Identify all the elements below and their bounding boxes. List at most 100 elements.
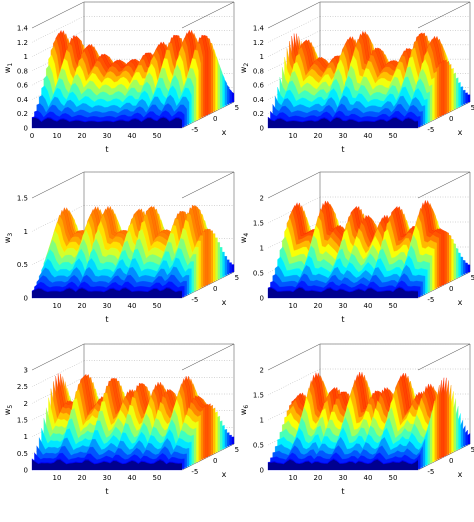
x-axis-label: x (222, 298, 227, 307)
surface-front-wall (268, 117, 418, 128)
grid-line (31, 44, 85, 72)
z-tick-label: 1.2 (17, 39, 28, 47)
surface-panel-4: 0 0.5 1 1.5 2 10 20 30 40 50 -5 0 5 t x w4 (239, 171, 474, 324)
x-tick-label: 5 (471, 274, 474, 282)
x-axis-label: x (458, 298, 463, 307)
grid-line (31, 16, 85, 43)
t-tick-label: 10 (53, 474, 62, 482)
z-axis-label: w1 (3, 63, 14, 74)
axis-box-edge (31, 1, 85, 29)
t-tick-label: 30 (339, 474, 348, 482)
x-tick-label: -5 (427, 296, 434, 304)
z-axis-label: w2 (239, 63, 250, 74)
surface-front-wall (32, 117, 182, 128)
grid-line (267, 196, 321, 224)
z-tick-label: 2 (24, 400, 28, 408)
grid-line (267, 221, 321, 249)
grid-line (267, 30, 321, 57)
z-tick-label: 0.8 (17, 67, 28, 75)
z-tick-label: 1 (260, 245, 264, 253)
z-tick-label: 1.4 (253, 25, 265, 33)
t-axis-label: t (105, 145, 108, 154)
t-tick-label: 40 (364, 302, 373, 310)
z-tick-label: 0.8 (253, 67, 264, 75)
surface-front-wall (32, 288, 182, 298)
x-tick-label: 0 (213, 457, 217, 465)
grid-line (267, 1, 321, 29)
x-tick-label: 5 (235, 446, 239, 454)
surface-front-wall (268, 287, 418, 298)
x-tick-label: -5 (191, 126, 198, 134)
surface-panel-5: 0 0.5 1 1.5 2 2.5 3 10 20 30 40 50 -5 0 5 t x w5 (3, 343, 239, 496)
t-axis-label: t (341, 145, 344, 154)
z-tick-label: 1.2 (253, 39, 264, 47)
z-tick-label: 0.5 (17, 450, 28, 458)
t-tick-label: 50 (153, 474, 162, 482)
t-tick-label: 20 (78, 474, 87, 482)
grid-line (31, 343, 85, 371)
z-tick-label: 0.4 (17, 96, 29, 104)
z-tick-label: 1 (24, 433, 28, 441)
z-axis-label-subscript: 2 (243, 63, 250, 67)
grid-line (267, 16, 321, 43)
t-tick-label: 10 (289, 474, 298, 482)
axis-box-edge (181, 343, 235, 371)
t-axis-label: t (341, 315, 344, 324)
z-tick-label: 1 (260, 417, 264, 425)
t-tick-label: 20 (78, 302, 87, 310)
surface-front-wall (32, 459, 182, 470)
t-tick-label: 10 (53, 302, 62, 310)
surface-panel-2: 0 0.2 0.4 0.6 0.8 1 1.2 1.4 10 20 30 40 50 -5 0 5 t x w2 (239, 1, 474, 154)
z-tick-label: 0 (260, 295, 264, 303)
z-tick-label: 1.5 (17, 195, 28, 203)
axis-box-edge (417, 171, 471, 199)
z-axis-label-subscript: 1 (7, 63, 14, 67)
x-tick-label: 0 (213, 285, 217, 293)
grid-line (31, 171, 85, 199)
x-tick-label: 5 (235, 274, 239, 282)
axis-box-edge (267, 171, 321, 199)
z-tick-label: 0.6 (17, 82, 29, 90)
t-tick-label: 20 (78, 132, 87, 140)
t-tick-label: 10 (289, 302, 298, 310)
x-tick-label: 5 (235, 104, 239, 112)
z-tick-label: 2.5 (17, 383, 28, 391)
z-tick-label: 2 (260, 195, 264, 203)
x-tick-label: 0 (213, 115, 217, 123)
axis-box-edge (267, 343, 321, 371)
z-axis-label: w3 (3, 233, 14, 244)
axis-box-edge (31, 171, 85, 199)
grid-line (267, 73, 321, 100)
t-tick-label: 40 (128, 474, 137, 482)
t-axis-label: t (105, 315, 108, 324)
grid-line (31, 1, 85, 29)
t-tick-label: 50 (389, 474, 398, 482)
x-axis-label: x (458, 470, 463, 479)
axis-box-edge (417, 343, 471, 371)
x-axis-label: x (458, 128, 463, 137)
surface-panel-6: 0 0.5 1 1.5 2 10 20 30 40 50 -5 0 5 t x w6 (239, 343, 474, 496)
x-tick-label: 0 (449, 115, 453, 123)
grid-line (31, 205, 85, 232)
axis-box-edge (31, 343, 85, 371)
z-axis-label: w5 (3, 405, 14, 416)
t-tick-label: 40 (364, 132, 373, 140)
t-axis-label: t (105, 487, 108, 496)
z-tick-label: 0 (24, 295, 28, 303)
grid-line (267, 418, 321, 446)
axis-box-edge (181, 171, 235, 199)
t-tick-label: 10 (289, 132, 298, 140)
t-tick-label: 30 (103, 302, 112, 310)
z-tick-label: 1 (260, 53, 264, 61)
x-tick-label: 0 (449, 285, 453, 293)
z-tick-label: 0 (260, 467, 264, 475)
grid-line (31, 30, 85, 57)
t-tick-label: 0 (30, 132, 34, 140)
axis-box-edge (267, 1, 321, 29)
t-tick-label: 40 (128, 132, 137, 140)
t-tick-label: 20 (314, 132, 323, 140)
z-tick-label: 0.2 (253, 110, 264, 118)
z-tick-label: 1.5 (17, 417, 28, 425)
